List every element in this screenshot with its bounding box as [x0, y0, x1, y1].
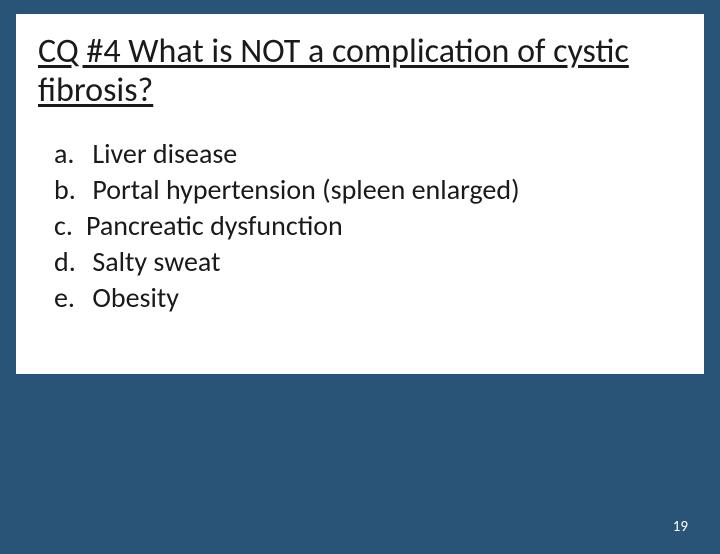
option-letter: e.: [54, 280, 86, 316]
option-text: Obesity: [86, 280, 179, 315]
option-b: b. Portal hypertension (spleen enlarged): [54, 172, 682, 208]
option-letter: b.: [54, 172, 86, 208]
option-d: d. Salty sweat: [54, 244, 682, 280]
option-text: Pancreatic dysfunction: [86, 208, 343, 243]
option-text: Liver disease: [86, 136, 237, 171]
option-e: e. Obesity: [54, 280, 682, 316]
option-text: Portal hypertension (spleen enlarged): [86, 172, 520, 207]
slide-card: CQ #4 What is NOT a complication of cyst…: [16, 14, 704, 374]
option-a: a. Liver disease: [54, 136, 682, 172]
option-letter: a.: [54, 136, 86, 172]
option-letter: c.: [54, 208, 86, 244]
question-text: CQ #4 What is NOT a complication of cyst…: [38, 32, 682, 110]
options-list: a. Liver disease b. Portal hypertension …: [38, 136, 682, 315]
page-number: 19: [673, 518, 688, 536]
option-text: Salty sweat: [86, 244, 220, 279]
option-letter: d.: [54, 244, 86, 280]
option-c: c.Pancreatic dysfunction: [54, 208, 682, 244]
